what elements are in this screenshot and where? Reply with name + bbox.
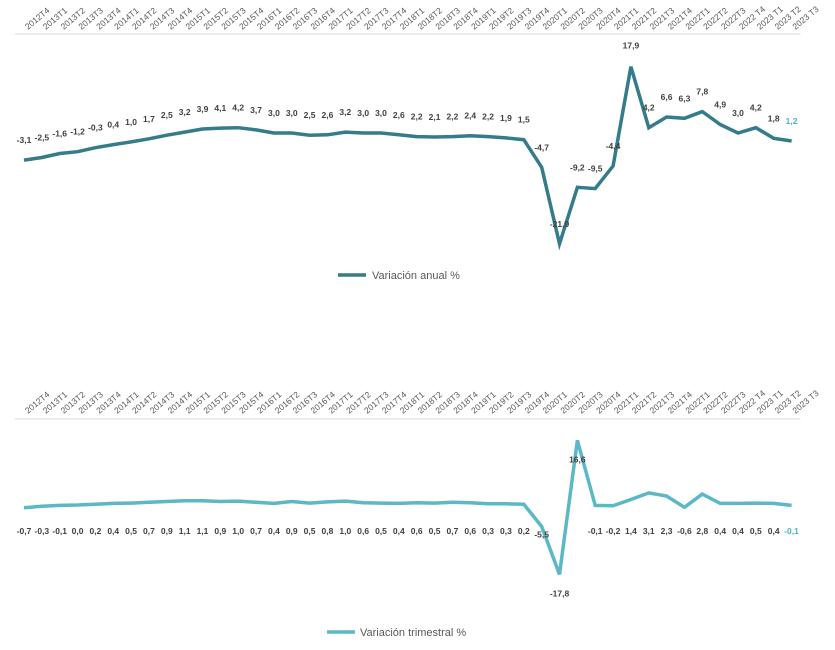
legend-label: Variación anual % bbox=[372, 270, 460, 282]
data-label: 0,6 bbox=[411, 526, 423, 536]
data-label: 0,8 bbox=[322, 526, 334, 536]
series-line bbox=[23, 66, 792, 251]
data-label: 1,4 bbox=[625, 526, 637, 536]
data-label: 0,7 bbox=[143, 526, 155, 536]
data-label: 0,3 bbox=[500, 526, 512, 536]
data-label: 2,1 bbox=[429, 112, 441, 122]
data-label: -0,1 bbox=[588, 526, 603, 536]
data-label: 0,5 bbox=[750, 526, 762, 536]
data-label: 2,8 bbox=[696, 526, 708, 536]
data-label: 4,2 bbox=[750, 103, 762, 113]
data-label: 3,7 bbox=[250, 105, 262, 115]
data-label: 3,0 bbox=[268, 108, 280, 118]
data-label: 2,2 bbox=[482, 112, 494, 122]
data-label: -0,6 bbox=[677, 526, 692, 536]
data-label: 4,9 bbox=[714, 100, 726, 110]
data-label: 3,2 bbox=[179, 107, 191, 117]
data-label: 3,1 bbox=[643, 526, 655, 536]
data-label: 3,0 bbox=[357, 108, 369, 118]
data-label: 0,4 bbox=[107, 120, 119, 130]
data-label: -0,3 bbox=[35, 526, 50, 536]
data-label: -21,9 bbox=[550, 219, 570, 229]
data-label: 0,4 bbox=[732, 526, 744, 536]
data-label: 0,6 bbox=[464, 526, 476, 536]
data-label: -17,8 bbox=[550, 588, 570, 598]
data-label: -9,5 bbox=[588, 164, 603, 174]
data-label: 0,4 bbox=[107, 526, 119, 536]
data-label: 2,6 bbox=[393, 110, 405, 120]
data-label: 0,5 bbox=[304, 526, 316, 536]
data-label: 1,7 bbox=[143, 114, 155, 124]
quarterly-variation-chart: 2012T42013T12013T22013T32013T42014T12014… bbox=[15, 388, 821, 639]
data-label: -0,3 bbox=[88, 123, 103, 133]
data-label: 0,4 bbox=[393, 526, 405, 536]
data-label: -5,5 bbox=[534, 529, 549, 539]
data-label: 1,5 bbox=[518, 115, 530, 125]
legend-label: Variación trimestral % bbox=[360, 627, 466, 639]
data-label: -0,1 bbox=[52, 526, 67, 536]
data-label: 2,2 bbox=[446, 112, 458, 122]
data-label: 2,5 bbox=[304, 110, 316, 120]
data-label: 3,0 bbox=[732, 108, 744, 118]
data-label: 0,2 bbox=[89, 526, 101, 536]
data-label: 3,0 bbox=[375, 108, 387, 118]
data-label: 3,2 bbox=[339, 107, 351, 117]
data-label: 4,2 bbox=[232, 103, 244, 113]
data-label: 0,4 bbox=[268, 526, 280, 536]
data-label: 1,0 bbox=[232, 526, 244, 536]
data-label: 3,9 bbox=[197, 104, 209, 114]
data-label: 6,3 bbox=[679, 93, 691, 103]
data-label: 3,0 bbox=[286, 108, 298, 118]
data-label: -0,2 bbox=[606, 526, 621, 536]
data-label: 17,9 bbox=[623, 41, 640, 51]
data-label: -4,4 bbox=[606, 141, 621, 151]
data-label: 0,2 bbox=[518, 526, 530, 536]
data-label: -4,7 bbox=[534, 142, 549, 152]
data-label: 1,1 bbox=[197, 526, 209, 536]
data-label: -0,7 bbox=[17, 526, 32, 536]
data-label: 2,4 bbox=[464, 111, 476, 121]
data-label: 1,0 bbox=[125, 117, 137, 127]
data-label: 2,3 bbox=[661, 526, 673, 536]
data-label: 0,4 bbox=[714, 526, 726, 536]
data-label: 0,5 bbox=[125, 526, 137, 536]
data-label: 0,7 bbox=[446, 526, 458, 536]
data-label: -0,1 bbox=[784, 526, 799, 536]
data-label: 1,8 bbox=[768, 113, 780, 123]
data-label: -1,6 bbox=[52, 128, 67, 138]
data-label: 6,6 bbox=[661, 92, 673, 102]
data-label: 0,9 bbox=[214, 526, 226, 536]
data-label: 16,6 bbox=[569, 454, 586, 464]
data-label: 0,9 bbox=[161, 526, 173, 536]
data-label: -2,5 bbox=[35, 132, 50, 142]
data-label: -9,2 bbox=[570, 162, 585, 172]
data-label: 0,5 bbox=[375, 526, 387, 536]
data-label: 1,0 bbox=[339, 526, 351, 536]
data-label: 0,9 bbox=[286, 526, 298, 536]
data-label: 7,8 bbox=[696, 87, 708, 97]
data-label: 0,6 bbox=[357, 526, 369, 536]
data-label: 1,2 bbox=[786, 116, 798, 126]
annual-variation-chart: 2012T42013T12013T22013T32013T42014T12014… bbox=[15, 4, 821, 282]
data-label: -1,2 bbox=[70, 127, 85, 137]
series-line bbox=[23, 439, 792, 576]
data-label: 4,2 bbox=[643, 103, 655, 113]
data-label: 4,1 bbox=[214, 103, 226, 113]
data-label: 2,2 bbox=[411, 112, 423, 122]
data-label: 1,9 bbox=[500, 113, 512, 123]
data-label: 0,0 bbox=[72, 526, 84, 536]
data-label: 0,3 bbox=[482, 526, 494, 536]
data-label: 0,5 bbox=[429, 526, 441, 536]
data-label: -3,1 bbox=[17, 135, 32, 145]
data-label: 0,4 bbox=[768, 526, 780, 536]
data-label: 1,1 bbox=[179, 526, 191, 536]
data-label: 2,5 bbox=[161, 110, 173, 120]
data-label: 2,6 bbox=[322, 110, 334, 120]
data-label: 0,7 bbox=[250, 526, 262, 536]
